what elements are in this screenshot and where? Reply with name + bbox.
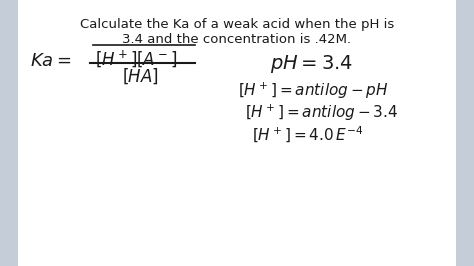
Bar [456,0,474,266]
Bar [0,0,18,266]
Text: $[HA]$: $[HA]$ [122,66,159,86]
Text: $Ka=$: $Ka=$ [30,52,72,70]
Text: $pH = 3.4$: $pH = 3.4$ [270,53,353,75]
Text: $[H^+] = antilog - pH$: $[H^+] = antilog - pH$ [238,81,389,101]
Text: $[H^+][A^-]$: $[H^+][A^-]$ [95,48,177,69]
Text: Calculate the Ka of a weak acid when the pH is: Calculate the Ka of a weak acid when the… [80,18,394,31]
Text: 3.4 and the concentration is .42M.: 3.4 and the concentration is .42M. [122,33,352,46]
Text: $[H^+] = 4.0\,E^{-4}$: $[H^+] = 4.0\,E^{-4}$ [252,125,364,145]
Text: $[H^+] = antilog - 3.4$: $[H^+] = antilog - 3.4$ [245,103,398,123]
